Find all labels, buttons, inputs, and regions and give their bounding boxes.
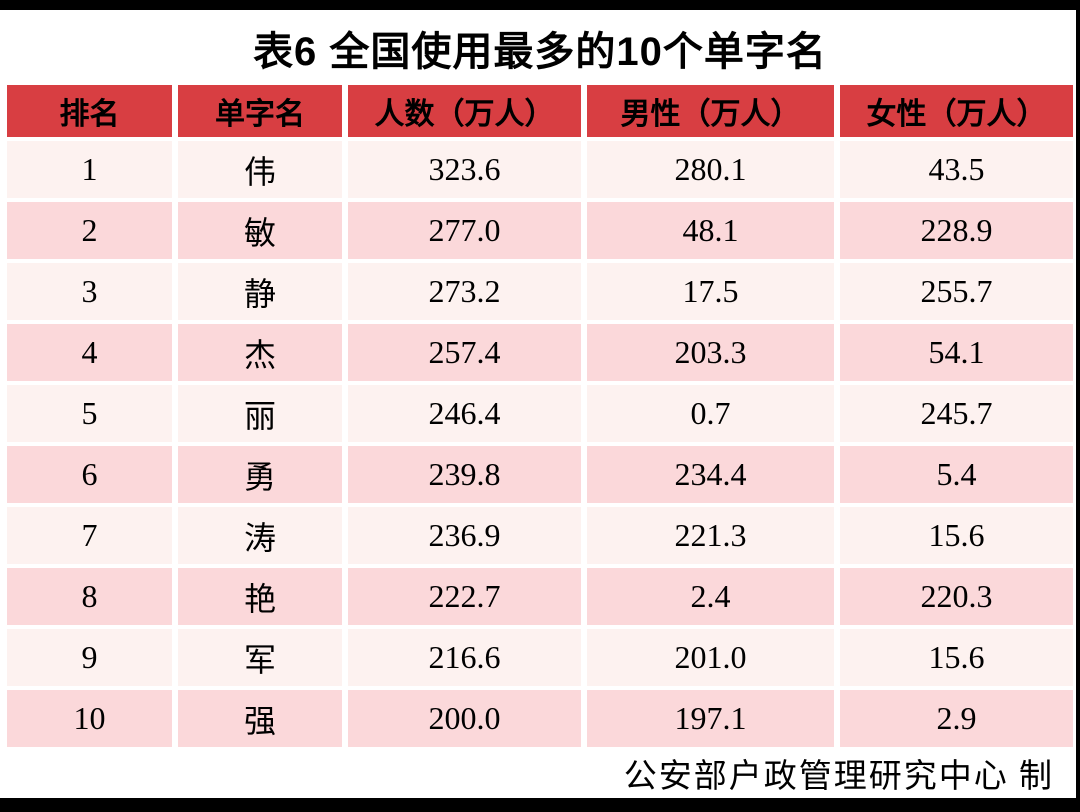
total-cell: 273.2 bbox=[348, 263, 581, 320]
credit-band: 公安部户政管理研究中心 制 bbox=[0, 747, 1080, 798]
rank-cell: 7 bbox=[7, 507, 172, 564]
top-border bbox=[0, 0, 1080, 10]
male-cell: 2.4 bbox=[587, 568, 834, 625]
bottom-border bbox=[0, 798, 1080, 812]
name-cell: 敏 bbox=[178, 202, 342, 259]
table-credit: 公安部户政管理研究中心 制 bbox=[623, 758, 1054, 795]
table-row: 3 静 273.2 17.5 255.7 bbox=[7, 263, 1073, 320]
female-cell: 228.9 bbox=[840, 202, 1073, 259]
male-cell: 201.0 bbox=[587, 629, 834, 686]
male-cell: 203.3 bbox=[587, 324, 834, 381]
female-cell: 5.4 bbox=[840, 446, 1073, 503]
header-row: 排名 单字名 人数（万人） 男性（万人） 女性（万人） bbox=[7, 85, 1073, 137]
total-cell: 200.0 bbox=[348, 690, 581, 747]
female-cell: 54.1 bbox=[840, 324, 1073, 381]
name-cell: 军 bbox=[178, 629, 342, 686]
female-cell: 15.6 bbox=[840, 507, 1073, 564]
table-row: 5 丽 246.4 0.7 245.7 bbox=[7, 385, 1073, 442]
column-header-male: 男性（万人） bbox=[587, 85, 834, 137]
total-cell: 239.8 bbox=[348, 446, 581, 503]
table-row: 6 勇 239.8 234.4 5.4 bbox=[7, 446, 1073, 503]
page-title: 表6 全国使用最多的10个单字名 bbox=[253, 29, 827, 74]
column-header-total: 人数（万人） bbox=[348, 85, 581, 137]
female-cell: 2.9 bbox=[840, 690, 1073, 747]
name-cell: 艳 bbox=[178, 568, 342, 625]
rank-cell: 5 bbox=[7, 385, 172, 442]
table-row: 2 敏 277.0 48.1 228.9 bbox=[7, 202, 1073, 259]
male-cell: 234.4 bbox=[587, 446, 834, 503]
column-header-rank: 排名 bbox=[7, 85, 172, 137]
total-cell: 257.4 bbox=[348, 324, 581, 381]
male-cell: 17.5 bbox=[587, 263, 834, 320]
rank-cell: 6 bbox=[7, 446, 172, 503]
rank-cell: 1 bbox=[7, 141, 172, 198]
total-cell: 236.9 bbox=[348, 507, 581, 564]
male-cell: 197.1 bbox=[587, 690, 834, 747]
column-header-name: 单字名 bbox=[178, 85, 342, 137]
rank-cell: 4 bbox=[7, 324, 172, 381]
total-cell: 216.6 bbox=[348, 629, 581, 686]
rank-cell: 2 bbox=[7, 202, 172, 259]
total-cell: 222.7 bbox=[348, 568, 581, 625]
female-cell: 220.3 bbox=[840, 568, 1073, 625]
name-cell: 涛 bbox=[178, 507, 342, 564]
table-row: 9 军 216.6 201.0 15.6 bbox=[7, 629, 1073, 686]
rank-cell: 3 bbox=[7, 263, 172, 320]
name-cell: 勇 bbox=[178, 446, 342, 503]
male-cell: 48.1 bbox=[587, 202, 834, 259]
male-cell: 0.7 bbox=[587, 385, 834, 442]
male-cell: 221.3 bbox=[587, 507, 834, 564]
table-row: 10 强 200.0 197.1 2.9 bbox=[7, 690, 1073, 747]
column-header-female: 女性（万人） bbox=[840, 85, 1073, 137]
name-cell: 静 bbox=[178, 263, 342, 320]
rank-cell: 9 bbox=[7, 629, 172, 686]
rank-cell: 10 bbox=[7, 690, 172, 747]
name-cell: 丽 bbox=[178, 385, 342, 442]
female-cell: 245.7 bbox=[840, 385, 1073, 442]
table-row: 1 伟 323.6 280.1 43.5 bbox=[7, 141, 1073, 198]
name-cell: 伟 bbox=[178, 141, 342, 198]
data-table: 排名 单字名 人数（万人） 男性（万人） 女性（万人） 1 伟 323.6 28… bbox=[7, 85, 1073, 747]
table-row: 4 杰 257.4 203.3 54.1 bbox=[7, 324, 1073, 381]
right-border bbox=[1076, 0, 1080, 812]
female-cell: 255.7 bbox=[840, 263, 1073, 320]
title-band: 表6 全国使用最多的10个单字名 bbox=[0, 10, 1080, 85]
table-row: 8 艳 222.7 2.4 220.3 bbox=[7, 568, 1073, 625]
rank-cell: 8 bbox=[7, 568, 172, 625]
total-cell: 246.4 bbox=[348, 385, 581, 442]
male-cell: 280.1 bbox=[587, 141, 834, 198]
female-cell: 15.6 bbox=[840, 629, 1073, 686]
name-cell: 杰 bbox=[178, 324, 342, 381]
female-cell: 43.5 bbox=[840, 141, 1073, 198]
total-cell: 323.6 bbox=[348, 141, 581, 198]
total-cell: 277.0 bbox=[348, 202, 581, 259]
table-row: 7 涛 236.9 221.3 15.6 bbox=[7, 507, 1073, 564]
name-cell: 强 bbox=[178, 690, 342, 747]
